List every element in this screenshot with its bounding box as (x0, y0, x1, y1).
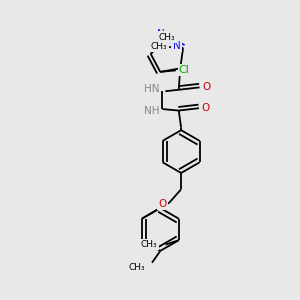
Text: O: O (202, 82, 210, 92)
Text: CH₃: CH₃ (159, 32, 176, 41)
Text: HN: HN (144, 84, 159, 94)
Text: NH: NH (144, 106, 159, 116)
Text: CH₃: CH₃ (141, 240, 158, 249)
Text: N: N (172, 41, 180, 51)
Text: N: N (158, 29, 165, 39)
Text: O: O (201, 103, 210, 113)
Text: Cl: Cl (178, 65, 190, 75)
Text: CH₃: CH₃ (128, 263, 145, 272)
Text: CH₃: CH₃ (151, 42, 168, 51)
Text: O: O (159, 199, 167, 209)
